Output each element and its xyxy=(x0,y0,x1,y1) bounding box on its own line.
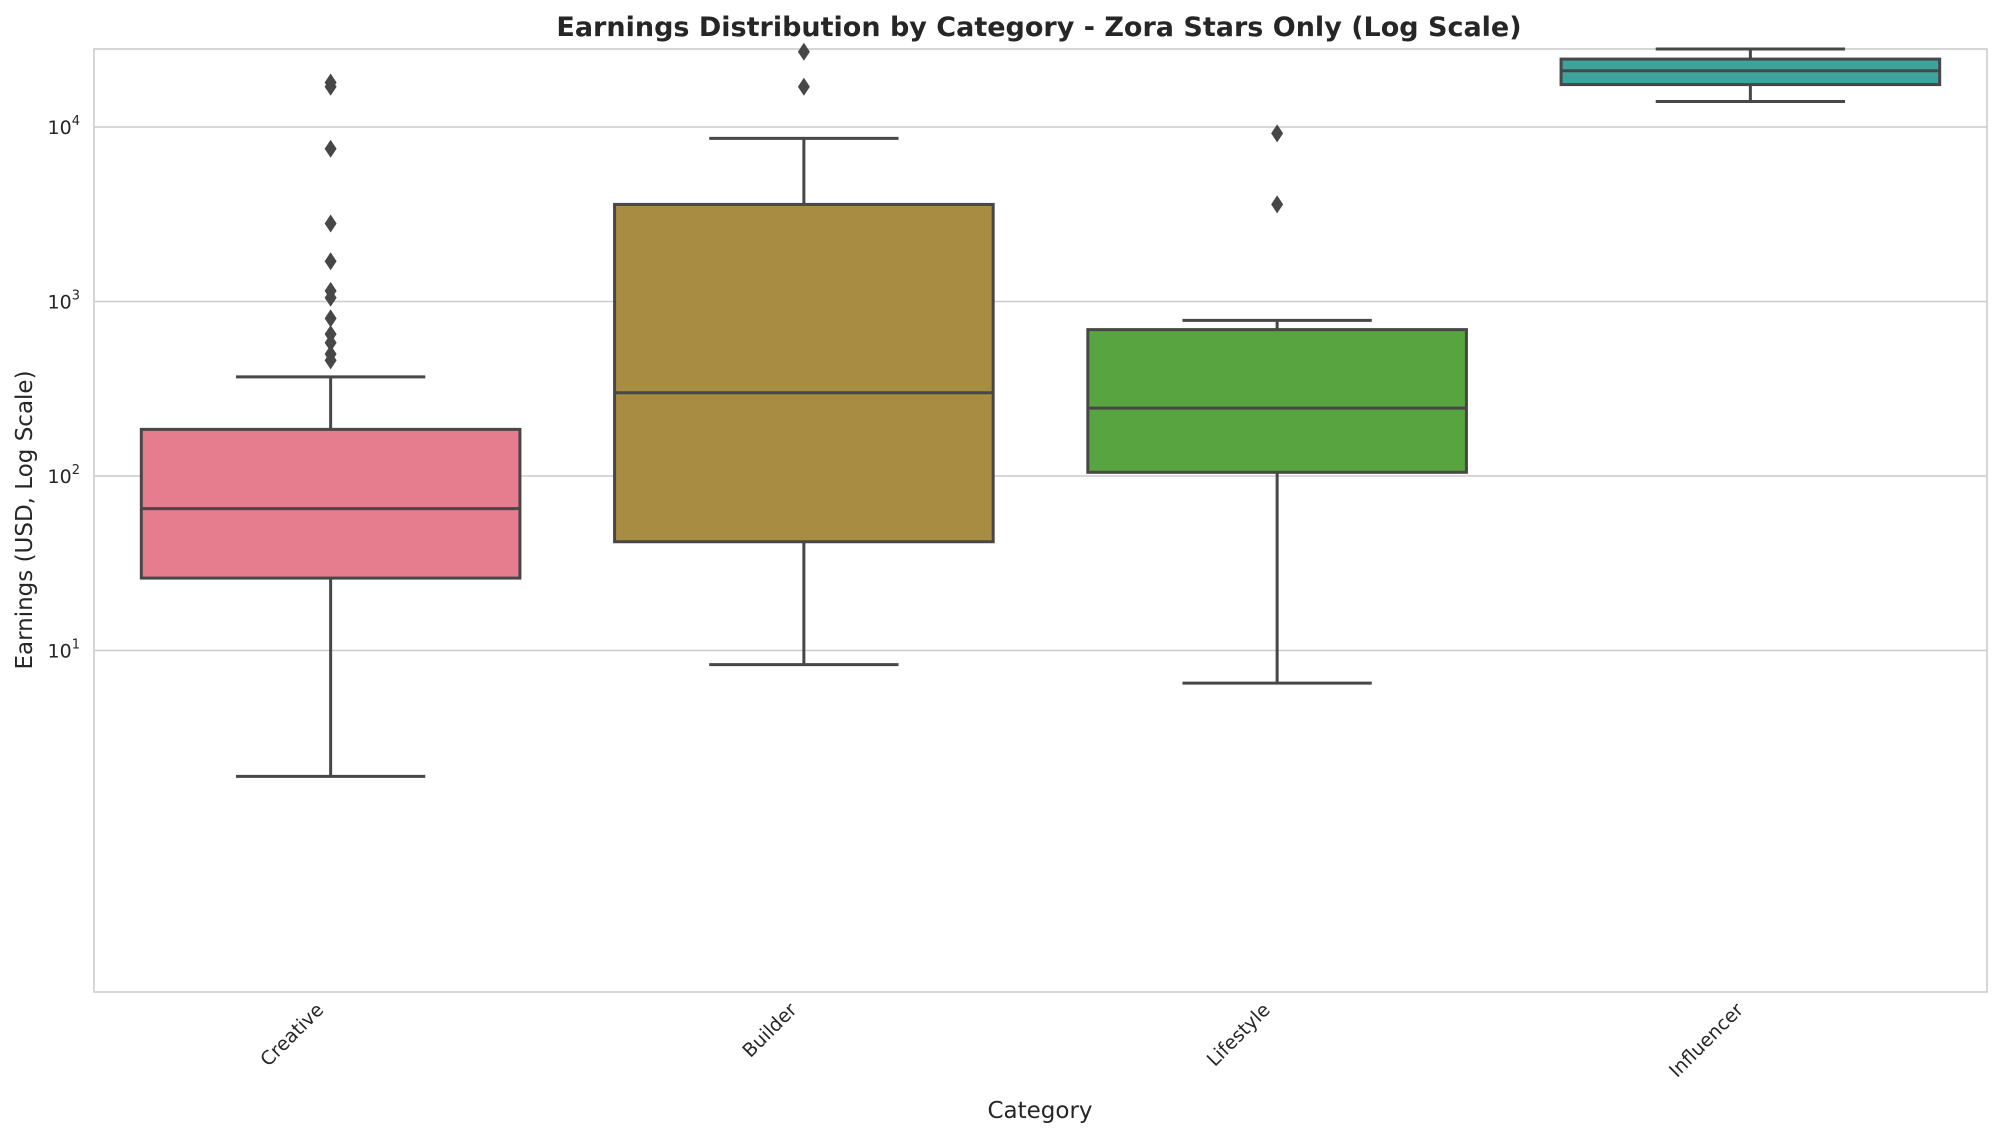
y-tick-label: 103 xyxy=(48,289,80,314)
box-group-builder xyxy=(613,42,995,667)
outlier-point xyxy=(324,288,337,307)
y-tick-exponent: 4 xyxy=(72,114,80,129)
iqr-box xyxy=(1086,328,1468,474)
outlier-point xyxy=(324,214,337,233)
outlier-point xyxy=(797,42,810,61)
chart-title: Earnings Distribution by Category - Zora… xyxy=(556,12,1521,43)
x-tick-label: Influencer xyxy=(1665,999,1748,1082)
iqr-box xyxy=(613,202,995,544)
outlier-point xyxy=(324,309,337,328)
box-group-lifestyle xyxy=(1086,124,1468,685)
x-tick-label: Lifestyle xyxy=(1203,999,1275,1071)
y-tick-base: 10 xyxy=(48,466,72,488)
y-axis-label: Earnings (USD, Log Scale) xyxy=(12,370,38,669)
x-tick-label: Creative xyxy=(256,999,328,1071)
x-tick-labels: Creative Builder Lifestyle Influencer xyxy=(256,999,1748,1082)
y-tick-labels: 101102103104105 xyxy=(48,114,80,663)
plot-frame xyxy=(93,48,1988,993)
box-group-influencer xyxy=(1559,47,1942,104)
outlier-point xyxy=(1271,124,1284,143)
y-tick-exponent: 2 xyxy=(72,463,80,478)
outlier-point xyxy=(324,77,337,96)
iqr-box xyxy=(139,427,522,580)
outlier-point xyxy=(797,77,810,96)
box-layer xyxy=(139,42,1942,778)
outlier-point xyxy=(1271,195,1284,214)
outlier-point xyxy=(324,252,337,271)
y-tick-label: 104 xyxy=(48,114,80,139)
y-tick-label: 102 xyxy=(48,463,80,488)
x-axis-label: Category xyxy=(987,1098,1092,1124)
y-tick-base: 10 xyxy=(48,641,72,663)
x-tick-label: Builder xyxy=(738,999,801,1062)
outlier-point xyxy=(324,333,337,352)
outlier-point xyxy=(324,351,337,370)
y-tick-base: 10 xyxy=(48,292,72,314)
y-tick-exponent: 3 xyxy=(72,289,80,304)
y-tick-exponent: 1 xyxy=(72,638,80,653)
y-tick-base: 10 xyxy=(48,117,72,139)
y-tick-label: 101 xyxy=(48,638,80,663)
box-group-creative xyxy=(139,73,522,778)
outlier-point xyxy=(324,139,337,158)
